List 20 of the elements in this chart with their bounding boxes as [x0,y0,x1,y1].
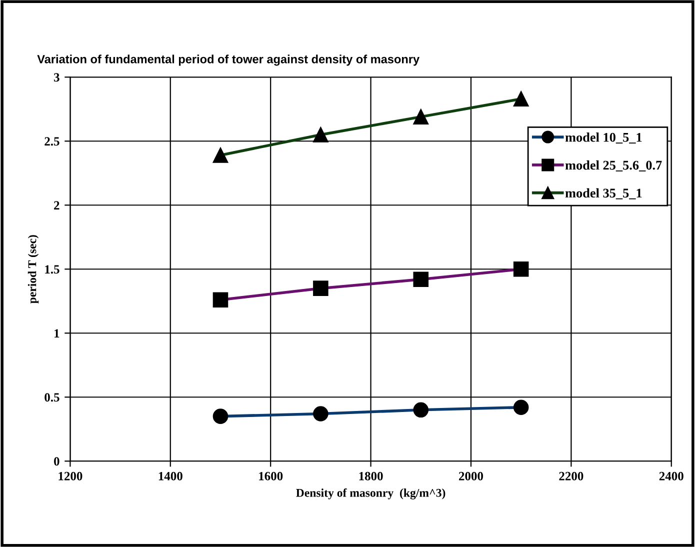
legend-label: model 10_5_1 [565,132,642,144]
y-tick-label: 2.5 [44,137,60,146]
y-tick-label: 1.5 [45,265,60,274]
y-tick-label: 1 [54,329,60,338]
x-tick-label: 1800 [359,472,383,480]
y-tick-label: 0 [54,457,60,466]
x-tick-label: 1600 [259,472,283,480]
legend-label: model 35_5_1 [565,188,642,200]
x-tick-label: 1400 [158,472,182,480]
y-axis-title: period T (sec) [28,235,39,304]
x-tick-label: 1200 [58,472,82,480]
chart-title: Variation of fundamental period of tower against density of masonry [37,54,420,66]
y-tick-label: 0.5 [44,393,60,402]
x-axis-title: Density of masonry (kg/m^3) [296,488,446,500]
x-tick-label: 2000 [459,472,483,480]
x-tick-label: 2400 [659,472,684,480]
legend-label: model 25_5.6_0.7 [565,160,662,172]
y-tick-label: 3 [54,73,60,82]
y-tick-label: 2 [54,201,60,210]
x-tick-label: 2200 [559,472,584,480]
